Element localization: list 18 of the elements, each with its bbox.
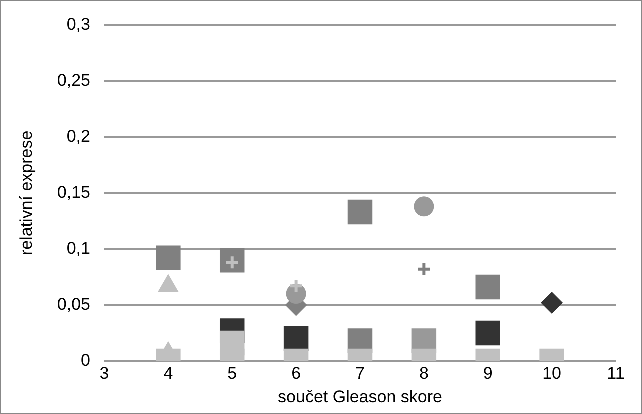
y-tick-label: 0,15 [57, 182, 90, 202]
y-tick-label: 0,25 [57, 70, 90, 90]
x-axis-title: součet Gleason skore [278, 387, 442, 406]
y-tick-label: 0 [81, 350, 90, 370]
x-tick-label: 8 [419, 364, 429, 384]
x-tick-label: 10 [542, 364, 562, 384]
y-tick-label: 0,1 [66, 238, 90, 258]
x-tick-label: 4 [164, 364, 174, 384]
x-tick-label: 11 [607, 364, 625, 384]
y-tick-label: 0,2 [66, 126, 90, 146]
y-tick-label: 0,3 [66, 14, 90, 34]
y-axis-title: relativní exprese [16, 130, 36, 256]
y-tick-label: 0,05 [57, 294, 90, 314]
x-tick-label: 7 [356, 364, 365, 384]
x-tick-label: 5 [228, 364, 238, 384]
x-tick-label: 6 [292, 364, 302, 384]
x-tick-label: 3 [100, 364, 110, 384]
x-tick-label: 9 [483, 364, 493, 384]
